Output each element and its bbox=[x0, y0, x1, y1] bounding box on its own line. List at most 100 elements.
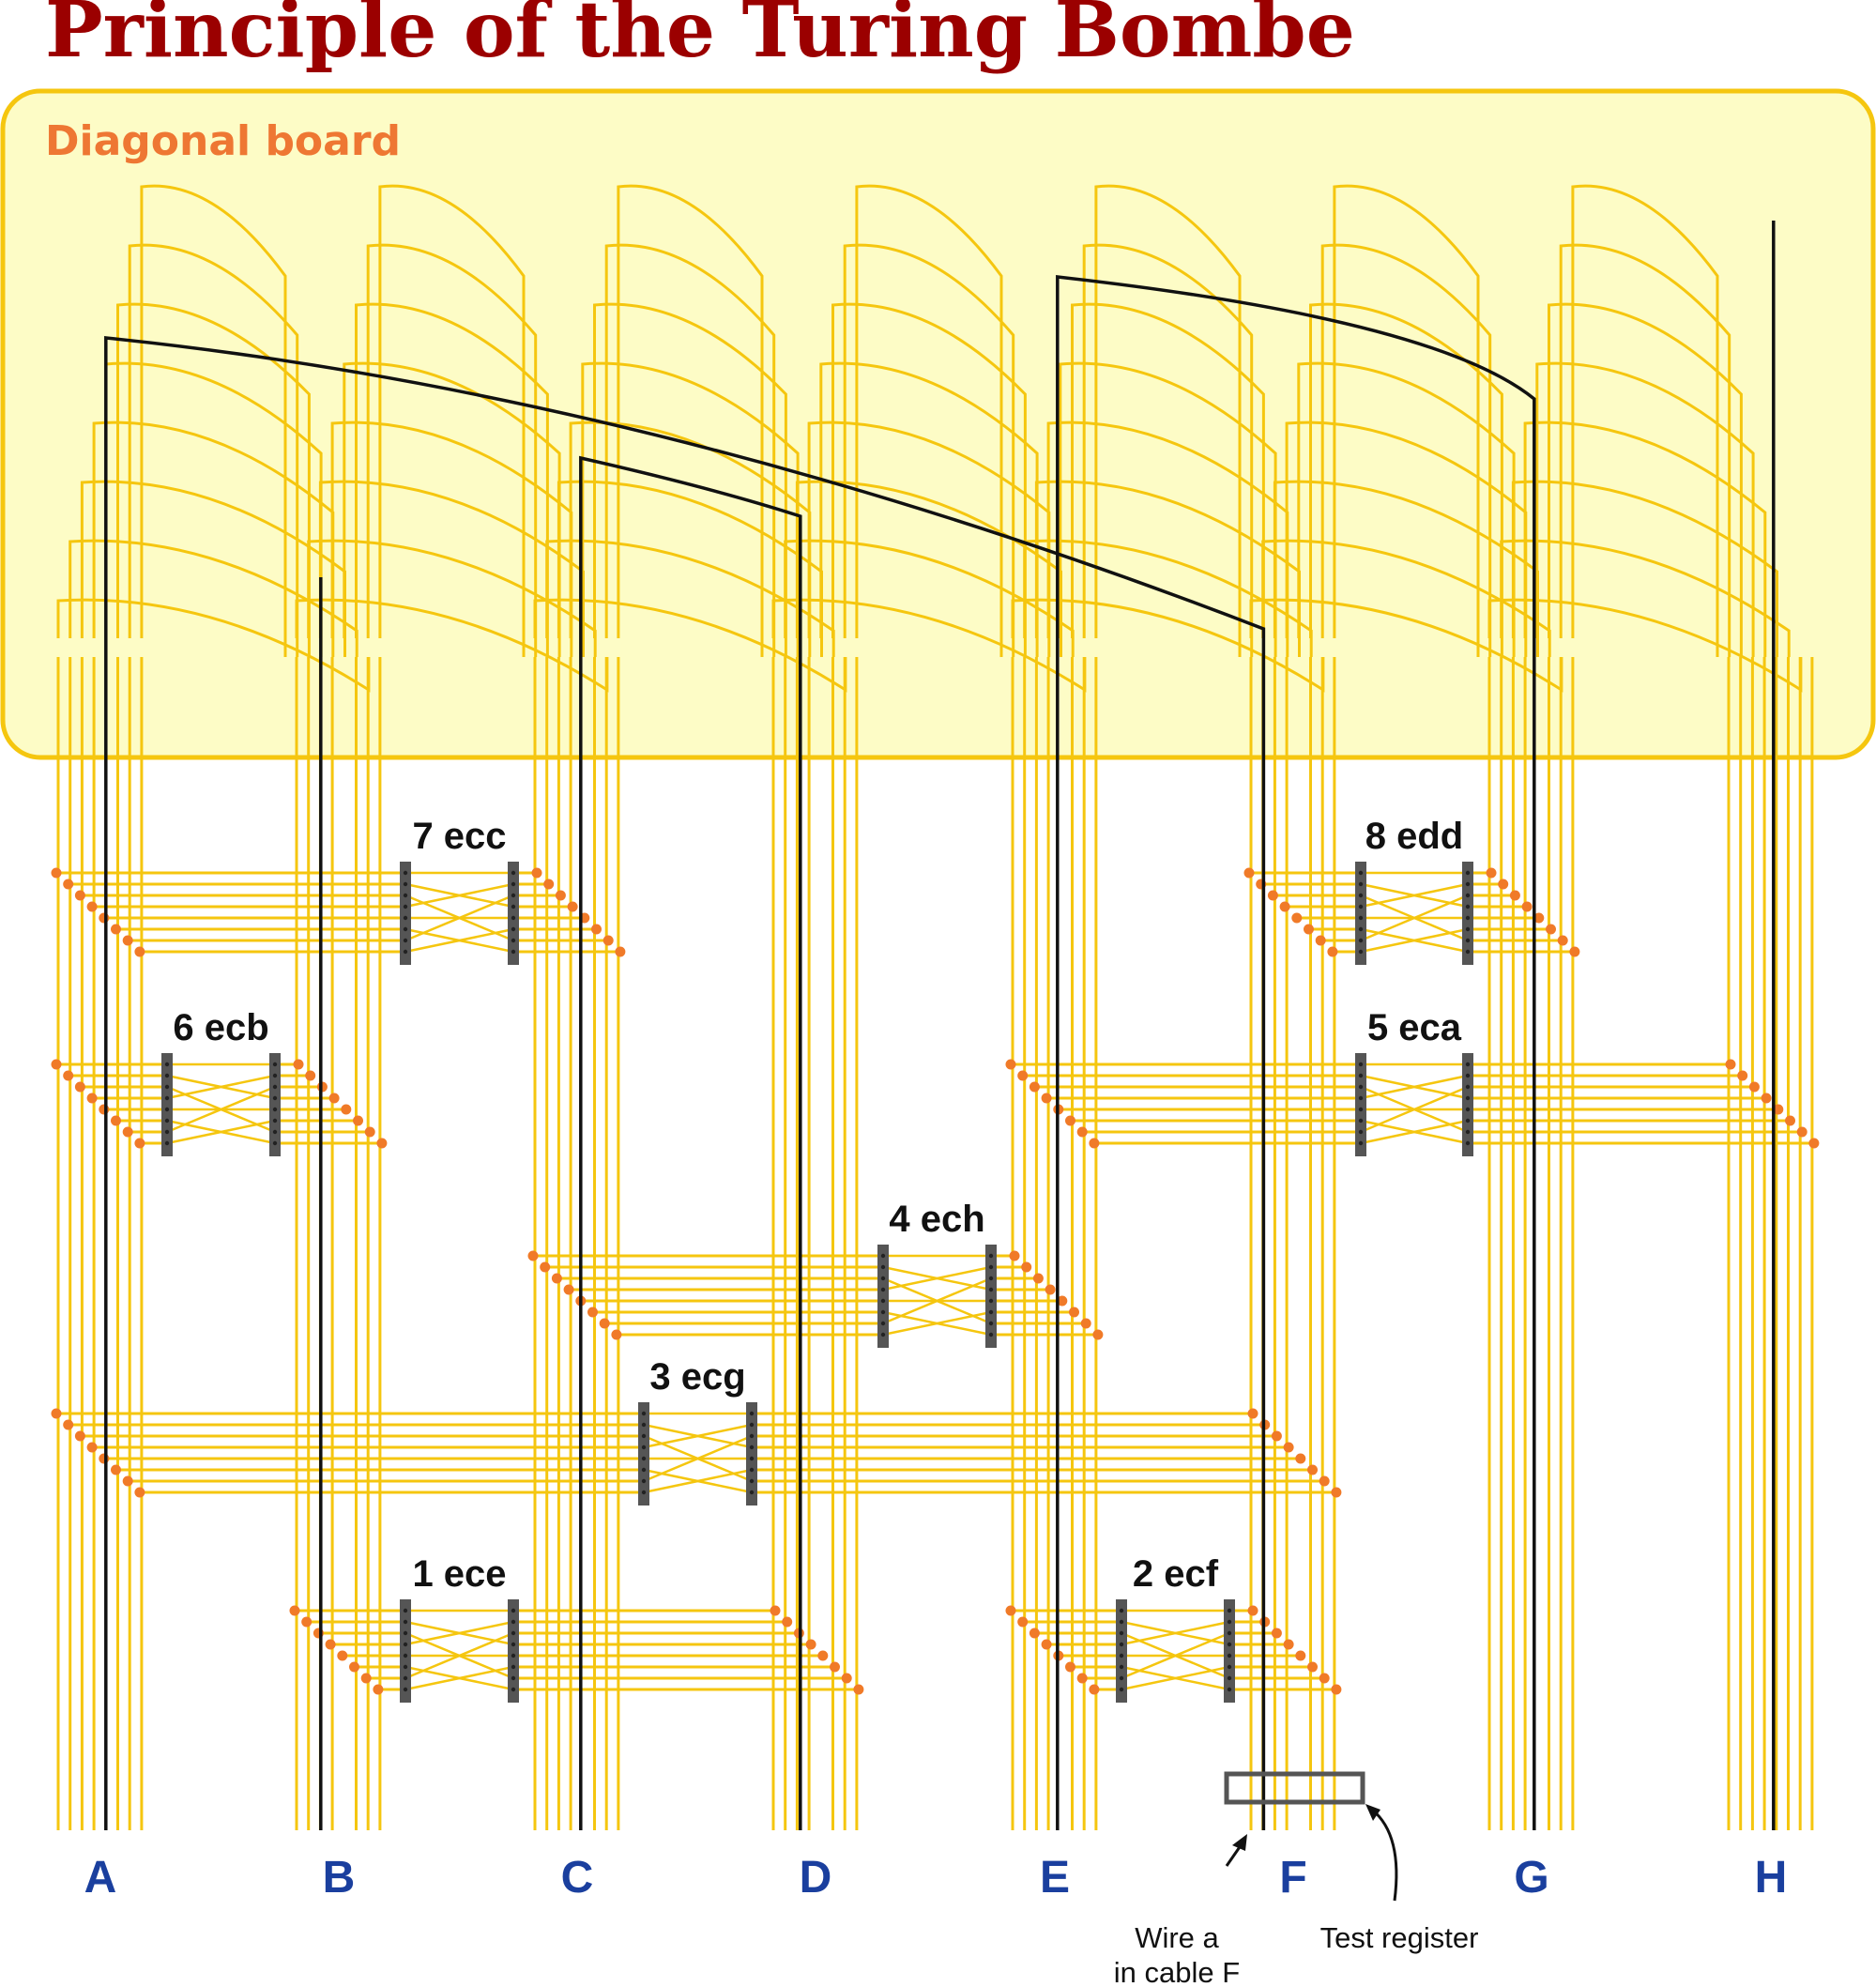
labels: 1 ece 2 ecf 3 ecg 4 ech 5 eca 6 ecb 7 ecc 8 edd… bbox=[84, 816, 1788, 1903]
terminal-dot bbox=[328, 1093, 340, 1104]
terminal-dot bbox=[1041, 1639, 1052, 1650]
board-arc bbox=[1094, 184, 1242, 657]
board-arc bbox=[545, 539, 835, 657]
terminal-dot bbox=[563, 1284, 574, 1295]
drum-contact bbox=[511, 1675, 516, 1681]
terminal-dot bbox=[86, 1442, 98, 1453]
drum-contact bbox=[164, 1118, 170, 1123]
drum-contact bbox=[641, 1467, 647, 1473]
scrambler-cross-wire bbox=[1360, 1119, 1469, 1145]
drum-contact bbox=[1119, 1675, 1124, 1681]
terminal-dot bbox=[1331, 1684, 1342, 1695]
terminal-dot bbox=[1271, 1628, 1282, 1639]
board-arc bbox=[1535, 361, 1755, 657]
terminal-dot bbox=[353, 1115, 363, 1126]
drum-contact bbox=[641, 1433, 647, 1439]
terminal-dot bbox=[770, 1605, 781, 1616]
scrambler-drum bbox=[1116, 1599, 1127, 1703]
drum-contact bbox=[1358, 1140, 1364, 1146]
terminal-dot bbox=[1076, 1673, 1088, 1684]
terminal-dot bbox=[602, 935, 614, 946]
drum-contact bbox=[511, 926, 516, 932]
drum-contact bbox=[1227, 1675, 1232, 1681]
scrambler-label: 7 ecc bbox=[412, 816, 506, 857]
scrambler-cross-wire bbox=[882, 1310, 992, 1337]
terminal-dot bbox=[587, 1307, 598, 1318]
drum-contact bbox=[511, 893, 516, 898]
terminal-dot bbox=[551, 1273, 562, 1284]
drum-contact bbox=[1358, 926, 1364, 932]
cable-label-b: B bbox=[323, 1853, 356, 1903]
terminal-dot bbox=[830, 1661, 840, 1673]
terminal-dot bbox=[111, 1115, 121, 1126]
terminal-dot bbox=[1808, 1138, 1820, 1149]
drum-contact bbox=[1227, 1619, 1232, 1625]
scrambler-cross-wire bbox=[1121, 1665, 1230, 1691]
board-arc bbox=[1261, 539, 1551, 657]
drum-contact bbox=[641, 1422, 647, 1428]
terminal-dot bbox=[1065, 1661, 1075, 1673]
terminal-dot bbox=[111, 1464, 121, 1475]
terminal-dot bbox=[1509, 890, 1520, 901]
board-arc bbox=[593, 302, 787, 657]
board-arc bbox=[295, 598, 609, 693]
drum-contact bbox=[749, 1411, 755, 1416]
terminal-dot bbox=[591, 924, 602, 935]
drum-contact bbox=[164, 1095, 170, 1101]
diagram-title: Principle of the Turing Bombe bbox=[45, 0, 1355, 75]
scrambler-cross-wire bbox=[1360, 1074, 1469, 1100]
cable-label-c: C bbox=[561, 1853, 594, 1903]
board-arc bbox=[569, 420, 812, 657]
scrambler-drum bbox=[877, 1245, 889, 1348]
drum-contact bbox=[403, 893, 408, 898]
drum-contact bbox=[1358, 870, 1364, 876]
board-arc bbox=[330, 420, 573, 657]
terminal-dots bbox=[51, 867, 1820, 1695]
board-arc bbox=[69, 539, 358, 657]
board-arc bbox=[784, 539, 1075, 657]
test-register-note: Test register bbox=[1320, 1921, 1479, 1954]
drum-contact bbox=[1465, 881, 1471, 887]
drum-contact bbox=[1358, 1062, 1364, 1067]
drum-contact bbox=[164, 1062, 170, 1067]
cable-label-g: G bbox=[1514, 1853, 1548, 1903]
terminal-dot bbox=[1247, 1605, 1258, 1616]
terminal-dot bbox=[373, 1684, 384, 1695]
drum-contact bbox=[1358, 1107, 1364, 1112]
terminal-dot bbox=[1773, 1104, 1784, 1115]
terminal-dot bbox=[305, 1070, 316, 1081]
drum-contact bbox=[749, 1456, 755, 1461]
terminal-dot bbox=[1327, 946, 1338, 957]
drum-contact bbox=[511, 949, 516, 955]
cable-label-a: A bbox=[84, 1853, 117, 1903]
board-arc bbox=[604, 243, 776, 657]
drum-contact bbox=[1465, 949, 1471, 955]
terminal-dot bbox=[1283, 1639, 1294, 1650]
terminal-dot bbox=[1029, 1081, 1040, 1093]
scrambler-cross-wire bbox=[643, 1423, 753, 1449]
wire-a-note-line-1: Wire a bbox=[1135, 1921, 1219, 1954]
drum-contact bbox=[988, 1321, 994, 1326]
terminal-dot bbox=[1069, 1307, 1079, 1318]
drum-contact bbox=[272, 1084, 278, 1090]
drum-contact bbox=[511, 938, 516, 943]
drum-contact bbox=[880, 1276, 886, 1281]
scrambler-cross-wire bbox=[166, 1074, 276, 1100]
terminal-dot bbox=[289, 1605, 300, 1616]
drum-contact bbox=[403, 870, 408, 876]
terminal-dot bbox=[134, 946, 145, 957]
board-arc bbox=[343, 361, 561, 657]
scrambler-drum bbox=[400, 862, 411, 965]
terminal-dot bbox=[1748, 1081, 1760, 1093]
terminal-dot bbox=[1247, 1408, 1258, 1419]
scrambler-drum bbox=[638, 1402, 649, 1506]
scrambler-cross-wire bbox=[643, 1434, 753, 1483]
drum-contact bbox=[988, 1309, 994, 1315]
drum-contact bbox=[1465, 926, 1471, 932]
drum-contact bbox=[880, 1332, 886, 1337]
terminal-dot bbox=[1005, 1059, 1016, 1070]
terminal-dot bbox=[531, 867, 542, 879]
scrambler-drum bbox=[1355, 1053, 1366, 1156]
terminal-dot bbox=[1065, 1115, 1075, 1126]
drum-contact bbox=[1227, 1608, 1232, 1613]
